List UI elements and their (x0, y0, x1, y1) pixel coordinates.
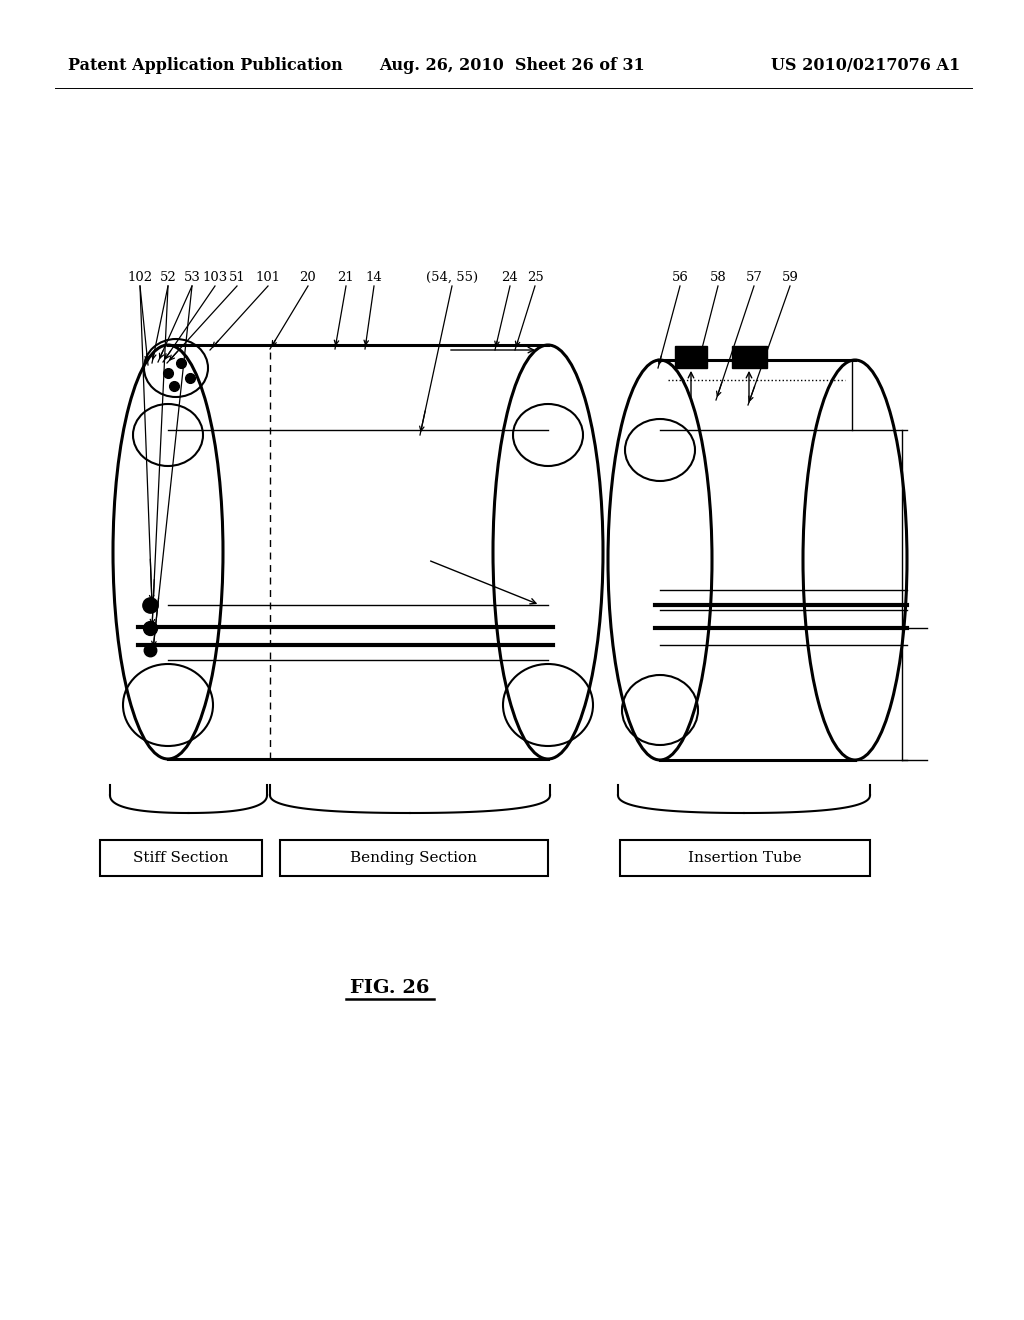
Text: 20: 20 (300, 271, 316, 284)
Text: Insertion Tube: Insertion Tube (688, 851, 802, 865)
Text: 102: 102 (127, 271, 153, 284)
Text: FIG. 26: FIG. 26 (350, 979, 430, 997)
Bar (620, 840, 870, 876)
Text: 58: 58 (710, 271, 726, 284)
Text: US 2010/0217076 A1: US 2010/0217076 A1 (771, 57, 961, 74)
Text: 25: 25 (526, 271, 544, 284)
Text: 14: 14 (366, 271, 382, 284)
Text: Patent Application Publication: Patent Application Publication (68, 57, 343, 74)
Text: 52: 52 (160, 271, 176, 284)
Bar (732, 346, 767, 368)
Text: Aug. 26, 2010  Sheet 26 of 31: Aug. 26, 2010 Sheet 26 of 31 (379, 57, 645, 74)
Text: Stiff Section: Stiff Section (133, 851, 228, 865)
Bar (100, 840, 262, 876)
Text: 51: 51 (228, 271, 246, 284)
Text: 56: 56 (672, 271, 688, 284)
Text: 53: 53 (183, 271, 201, 284)
Text: 59: 59 (781, 271, 799, 284)
Bar (280, 840, 548, 876)
Text: 101: 101 (255, 271, 281, 284)
Bar (675, 346, 707, 368)
Text: 57: 57 (745, 271, 763, 284)
Text: Bending Section: Bending Section (350, 851, 477, 865)
Text: 24: 24 (502, 271, 518, 284)
Text: (54, 55): (54, 55) (426, 271, 478, 284)
Text: 103: 103 (203, 271, 227, 284)
Text: 21: 21 (338, 271, 354, 284)
